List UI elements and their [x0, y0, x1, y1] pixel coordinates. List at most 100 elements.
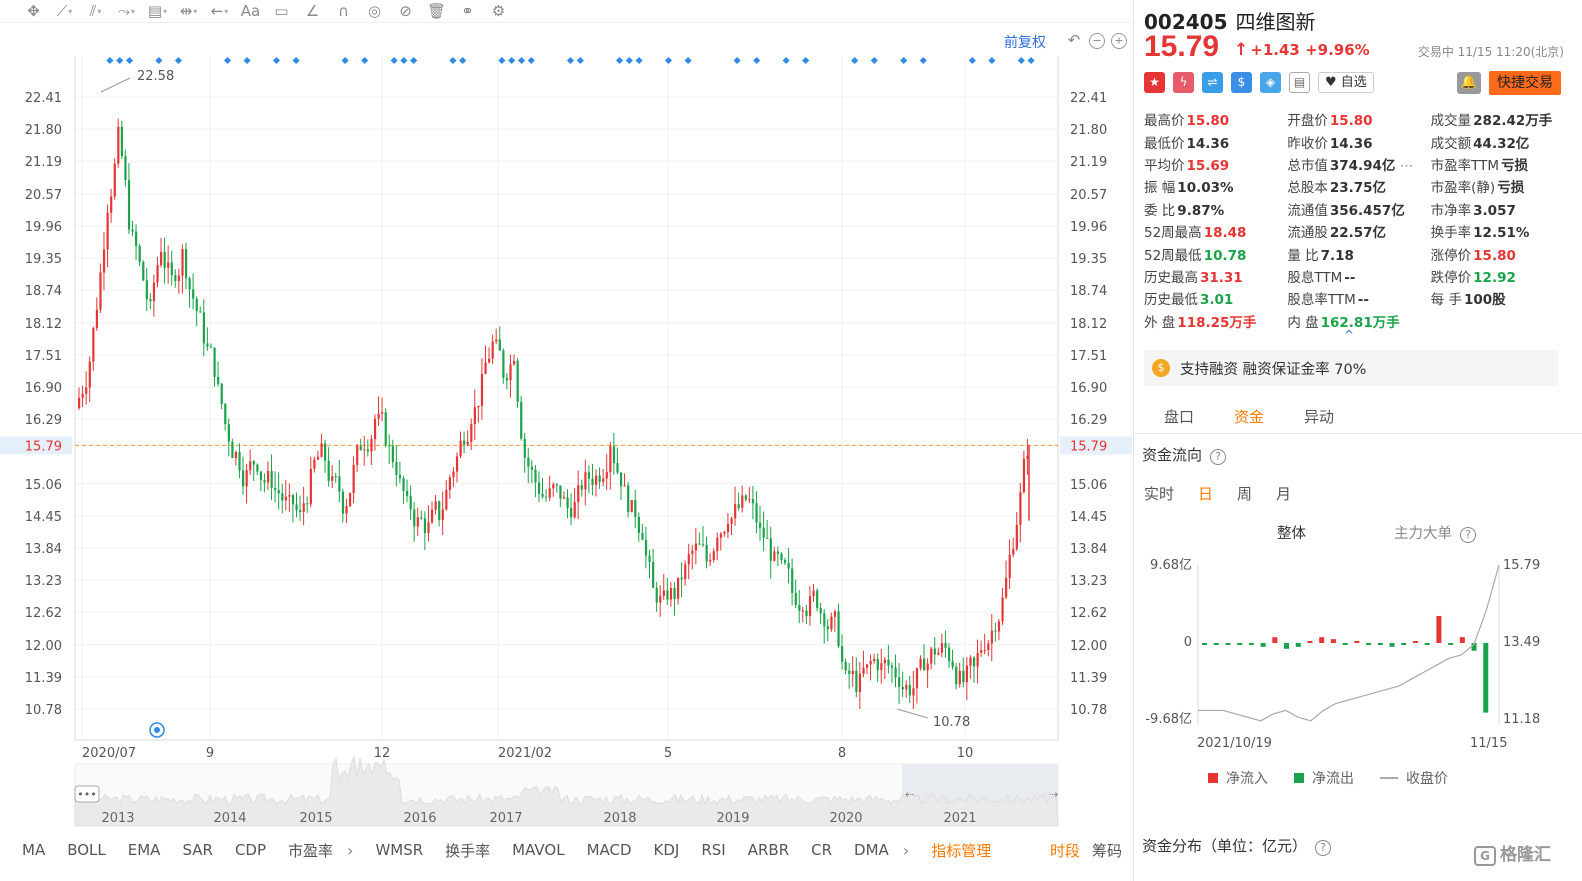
channel-icon[interactable]: ⫽ ▾: [89, 2, 102, 20]
tab-pankou[interactable]: 盘口: [1163, 408, 1194, 426]
candle-body: [406, 490, 409, 496]
candle-body: [252, 461, 255, 465]
indicator-5[interactable]: 市盈率: [288, 841, 334, 860]
period-week[interactable]: 周: [1237, 485, 1253, 503]
period-month[interactable]: 月: [1276, 485, 1292, 503]
quick-trade-button[interactable]: 快捷交易: [1489, 71, 1561, 95]
indicator2-2[interactable]: MAVOL: [512, 841, 565, 859]
trendline-icon[interactable]: ⟋ ▾: [56, 2, 73, 20]
zoom-in-icon[interactable]: +: [1111, 33, 1127, 49]
candle-body: [95, 309, 99, 329]
candle-body: [605, 472, 608, 479]
indicator-3[interactable]: SAR: [182, 841, 213, 859]
tab-anomaly[interactable]: 异动: [1303, 408, 1334, 426]
candle-body: [359, 445, 362, 450]
ruler-icon[interactable]: ∠: [305, 2, 320, 20]
collapse-icon[interactable]: ^: [1344, 328, 1355, 342]
eye-icon[interactable]: ◎: [367, 2, 382, 20]
indicator-4[interactable]: CDP: [234, 841, 267, 859]
indicator2-8[interactable]: DMA: [854, 841, 889, 859]
candle-body: [181, 249, 184, 276]
candle-body: [698, 543, 701, 545]
candle-body: [427, 522, 430, 534]
comment-icon[interactable]: ▭: [274, 2, 289, 20]
trash-icon[interactable]: 🗑: [426, 2, 447, 20]
candle-body: [580, 485, 583, 490]
overview-navigator[interactable]: 2013 2014 2015 2016 2017 2018 2019 2020 2021 ••• ⇠…: [0, 0, 1132, 830]
candle-body: [659, 595, 662, 603]
note-icon[interactable]: ▤: [1289, 72, 1310, 93]
kline-chart[interactable]: 22.41 22.41 21.80 21.80 21.19 21.19 20.57 20.57…: [0, 0, 1132, 830]
candle-body: [783, 560, 787, 563]
candle-body: [976, 652, 979, 667]
chip-tab[interactable]: 筹码: [1091, 841, 1122, 860]
indicator2-7[interactable]: CR: [811, 841, 833, 859]
candle-body: [573, 502, 576, 518]
period-tab[interactable]: 时段: [1049, 841, 1080, 860]
measure-icon[interactable]: ⇹ ▾: [179, 2, 198, 20]
flow-bar: [1260, 643, 1266, 647]
hide-icon[interactable]: ⊘: [399, 2, 412, 20]
lightning-icon[interactable]: ϟ: [1173, 72, 1194, 93]
fib-icon[interactable]: ▤ ▾: [147, 2, 168, 20]
help-icon[interactable]: ?: [1210, 449, 1227, 465]
indicator-2[interactable]: EMA: [127, 841, 161, 859]
bell-icon[interactable]: 🔔: [1457, 72, 1481, 94]
settings-icon[interactable]: ⚙: [491, 2, 506, 20]
candle-body: [316, 456, 320, 460]
chevron-right-icon[interactable]: ›: [347, 840, 354, 860]
candle-body: [416, 517, 419, 527]
help-icon[interactable]: ?: [1315, 840, 1332, 856]
stat-cell: 委 比 9.87%: [1144, 199, 1287, 219]
indicator-manage-button[interactable]: 指标管理: [931, 841, 992, 860]
indicator2-4[interactable]: KDJ: [653, 841, 680, 859]
add-watchlist-button[interactable]: ♥ 自选: [1318, 72, 1374, 93]
flow-x-end: 11/15: [1470, 736, 1507, 751]
stats-row: 历史最低 3.01 股息率TTM -- 每 手 100股: [1144, 287, 1574, 309]
flow-bar: [1225, 643, 1231, 645]
zoom-out-icon[interactable]: −: [1089, 33, 1105, 49]
indicator2-3[interactable]: MACD: [586, 841, 632, 859]
candle-body: [858, 673, 862, 693]
x-tick-label: 10: [957, 746, 974, 761]
link-icon[interactable]: ⚭: [461, 2, 474, 20]
stat-label: 52周最低: [1144, 247, 1202, 264]
text-icon[interactable]: Aa: [240, 2, 261, 20]
china-flag-icon[interactable]: ★: [1144, 72, 1165, 93]
event-marker: [919, 56, 927, 65]
period-day[interactable]: 日: [1198, 485, 1214, 503]
period-realtime[interactable]: 实时: [1144, 485, 1175, 503]
chevron-right-icon[interactable]: ›: [902, 840, 910, 860]
indicator2-5[interactable]: RSI: [701, 841, 726, 859]
indicator2-1[interactable]: 换手率: [445, 841, 491, 860]
undo-icon[interactable]: ↶: [1067, 31, 1081, 49]
candle-body: [434, 501, 437, 510]
connect-icon[interactable]: ⇌: [1202, 72, 1223, 93]
candle-body: [1001, 597, 1004, 622]
crosshair-icon[interactable]: ✥: [27, 2, 40, 20]
flow-bar: [1307, 641, 1313, 643]
dollar-icon[interactable]: $: [1231, 72, 1252, 93]
indicator2-0[interactable]: WMSR: [375, 841, 424, 859]
arrow-left-icon[interactable]: ← ▾: [210, 2, 229, 20]
candle-body: [338, 476, 341, 492]
indicator2-6[interactable]: ARBR: [747, 841, 790, 859]
tab-capital[interactable]: 资金: [1233, 408, 1264, 426]
indicator-1[interactable]: BOLL: [67, 841, 106, 859]
polyline-icon[interactable]: ⤳ ▾: [117, 2, 136, 20]
mode-main-force[interactable]: 主力大单?: [1394, 522, 1476, 543]
candle-body: [555, 484, 558, 486]
more-icon[interactable]: ⋯: [1395, 157, 1414, 174]
candle-body: [609, 446, 612, 473]
help-icon[interactable]: ?: [1460, 527, 1476, 543]
magnet-icon[interactable]: ∩: [338, 2, 349, 20]
event-marker: [851, 56, 859, 65]
stat-value: 44.32亿: [1473, 135, 1530, 152]
indicator-0[interactable]: MA: [22, 841, 46, 859]
event-marker: [527, 56, 535, 65]
tag-icon[interactable]: ◈: [1260, 72, 1281, 93]
fuquan-toggle[interactable]: 前复权: [1004, 35, 1046, 51]
candle-body: [873, 658, 876, 662]
candle-body: [152, 282, 156, 302]
mode-overall[interactable]: 整体: [1277, 526, 1306, 542]
